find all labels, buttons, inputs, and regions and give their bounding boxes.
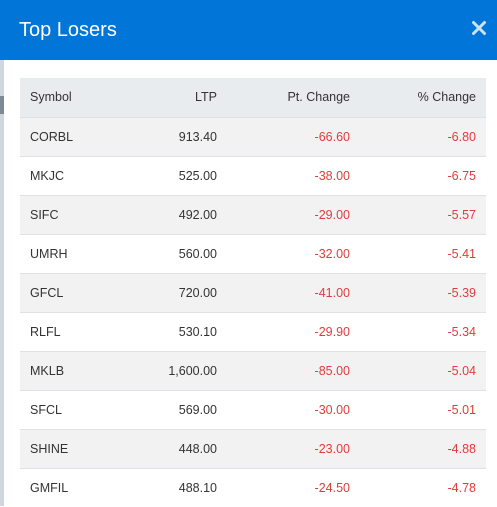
ltp-cell: 525.00	[178, 168, 217, 183]
symbol-cell: CORBL	[30, 129, 74, 144]
pt-change-cell: -29.90	[314, 324, 350, 339]
modal-header: Top Losers	[0, 0, 497, 60]
table-row[interactable]: SFCL 569.00 -30.00 -5.01	[20, 390, 486, 429]
column-header-symbol[interactable]: Symbol	[30, 90, 72, 105]
pt-change-cell: -41.00	[314, 285, 350, 300]
symbol-cell: SHINE	[30, 441, 69, 456]
losers-table-container: Symbol LTP Pt. Change % Change CORBL 913.…	[20, 78, 486, 507]
pt-change-cell: -23.00	[314, 441, 350, 456]
ltp-cell: 448.00	[178, 441, 217, 456]
close-button[interactable]	[471, 20, 487, 36]
pct-change-cell: -6.80	[447, 129, 477, 144]
losers-table: Symbol LTP Pt. Change % Change CORBL 913.…	[20, 78, 486, 507]
symbol-cell: SFCL	[30, 402, 62, 417]
column-header-ltp[interactable]: LTP	[195, 90, 217, 105]
table-row[interactable]: UMRH 560.00 -32.00 -5.41	[20, 234, 486, 273]
symbol-cell: RLFL	[30, 324, 61, 339]
symbol-cell: MKJC	[30, 168, 65, 183]
pct-change-cell: -6.75	[447, 168, 477, 183]
pt-change-cell: -66.60	[314, 129, 350, 144]
ltp-cell: 492.00	[178, 207, 217, 222]
pt-change-cell: -29.00	[314, 207, 350, 222]
pct-change-cell: -5.01	[447, 402, 477, 417]
pt-change-cell: -85.00	[314, 363, 350, 378]
table-row[interactable]: SHINE 448.00 -23.00 -4.88	[20, 429, 486, 468]
table-header-row: Symbol LTP Pt. Change % Change	[20, 78, 486, 117]
close-icon[interactable]	[471, 20, 487, 36]
ltp-cell: 560.00	[178, 246, 217, 261]
ltp-cell: 488.10	[178, 480, 217, 495]
pct-change-cell: -5.57	[447, 207, 477, 222]
pct-change-cell: -5.34	[447, 324, 477, 339]
background-page-edge	[0, 60, 4, 506]
table-row[interactable]: CORBL 913.40 -66.60 -6.80	[20, 117, 486, 156]
symbol-cell: MKLB	[30, 363, 65, 378]
ltp-cell: 913.40	[178, 129, 217, 144]
table-row[interactable]: RLFL 530.10 -29.90 -5.34	[20, 312, 486, 351]
table-row[interactable]: MKJC 525.00 -38.00 -6.75	[20, 156, 486, 195]
ltp-cell: 530.10	[178, 324, 217, 339]
symbol-cell: GMFIL	[30, 480, 69, 495]
ltp-cell: 569.00	[178, 402, 217, 417]
pt-change-cell: -30.00	[314, 402, 350, 417]
table-row[interactable]: SIFC 492.00 -29.00 -5.57	[20, 195, 486, 234]
symbol-cell: SIFC	[30, 207, 59, 222]
table-row[interactable]: MKLB 1,600.00 -85.00 -5.04	[20, 351, 486, 390]
symbol-cell: GFCL	[30, 285, 64, 300]
column-header-pt-change[interactable]: Pt. Change	[287, 90, 350, 105]
ltp-cell: 1,600.00	[168, 363, 217, 378]
pt-change-cell: -24.50	[314, 480, 350, 495]
symbol-cell: UMRH	[30, 246, 68, 261]
pt-change-cell: -38.00	[314, 168, 350, 183]
pct-change-cell: -5.41	[447, 246, 477, 261]
table-row[interactable]: GFCL 720.00 -41.00 -5.39	[20, 273, 486, 312]
ltp-cell: 720.00	[178, 285, 217, 300]
pct-change-cell: -4.88	[447, 441, 477, 456]
background-page-mark	[0, 96, 4, 114]
pct-change-cell: -5.39	[447, 285, 477, 300]
pt-change-cell: -32.00	[314, 246, 350, 261]
column-header-pct-change[interactable]: % Change	[417, 90, 476, 105]
modal-title: Top Losers	[19, 19, 117, 41]
pct-change-cell: -5.04	[447, 363, 477, 378]
table-row[interactable]: GMFIL 488.10 -24.50 -4.78	[20, 468, 486, 507]
pct-change-cell: -4.78	[447, 480, 477, 495]
